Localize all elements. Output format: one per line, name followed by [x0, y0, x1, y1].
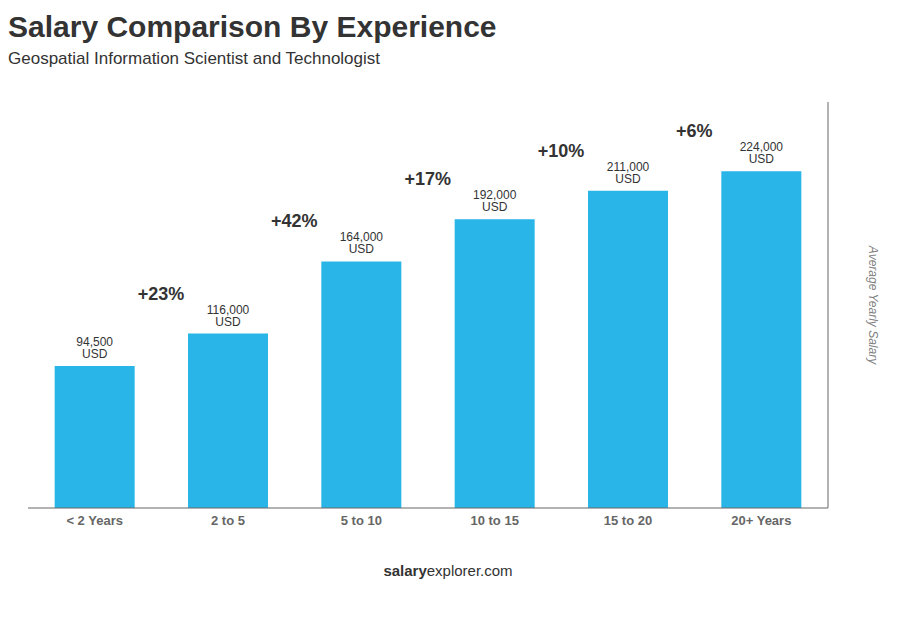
html-text:Salary Comparison By Experienc: Salary Comparison By Experience: [8, 10, 497, 43]
svg-text:< 2 Years: < 2 Years: [66, 513, 123, 528]
svg-text:211,000USD: 211,000USD: [607, 160, 650, 186]
svg-text:+23%: +23%: [138, 284, 185, 304]
svg-text:192,000USD: 192,000USD: [473, 188, 517, 214]
svg-text:116,000USD: 116,000USD: [207, 303, 250, 329]
html-text:salary explorer.com: salary explorer.com: [383, 562, 513, 579]
svg-text:94,500USD: 94,500USD: [76, 335, 113, 361]
svg-text:20+ Years: 20+ Years: [731, 513, 791, 528]
svg-text:2 to 5: 2 to 5: [211, 513, 245, 528]
svg-text:5 to 10: 5 to 10: [341, 513, 382, 528]
svg-text:10 to 15: 10 to 15: [470, 513, 518, 528]
svg-text:+42%: +42%: [271, 211, 318, 231]
svg-text:224,000USD: 224,000USD: [740, 140, 784, 166]
html-text:Geospatial Information Scienti: Geospatial Information Scientist and Tec…: [8, 49, 380, 68]
svg-text:+10%: +10%: [538, 141, 585, 161]
svg-text:Average Yearly Salary: Average Yearly Salary: [866, 245, 880, 365]
svg-text:15 to 20: 15 to 20: [604, 513, 652, 528]
svg-text:164,000USD: 164,000USD: [340, 230, 384, 256]
svg-text:+17%: +17%: [404, 169, 451, 189]
svg-text:+6%: +6%: [676, 121, 713, 141]
